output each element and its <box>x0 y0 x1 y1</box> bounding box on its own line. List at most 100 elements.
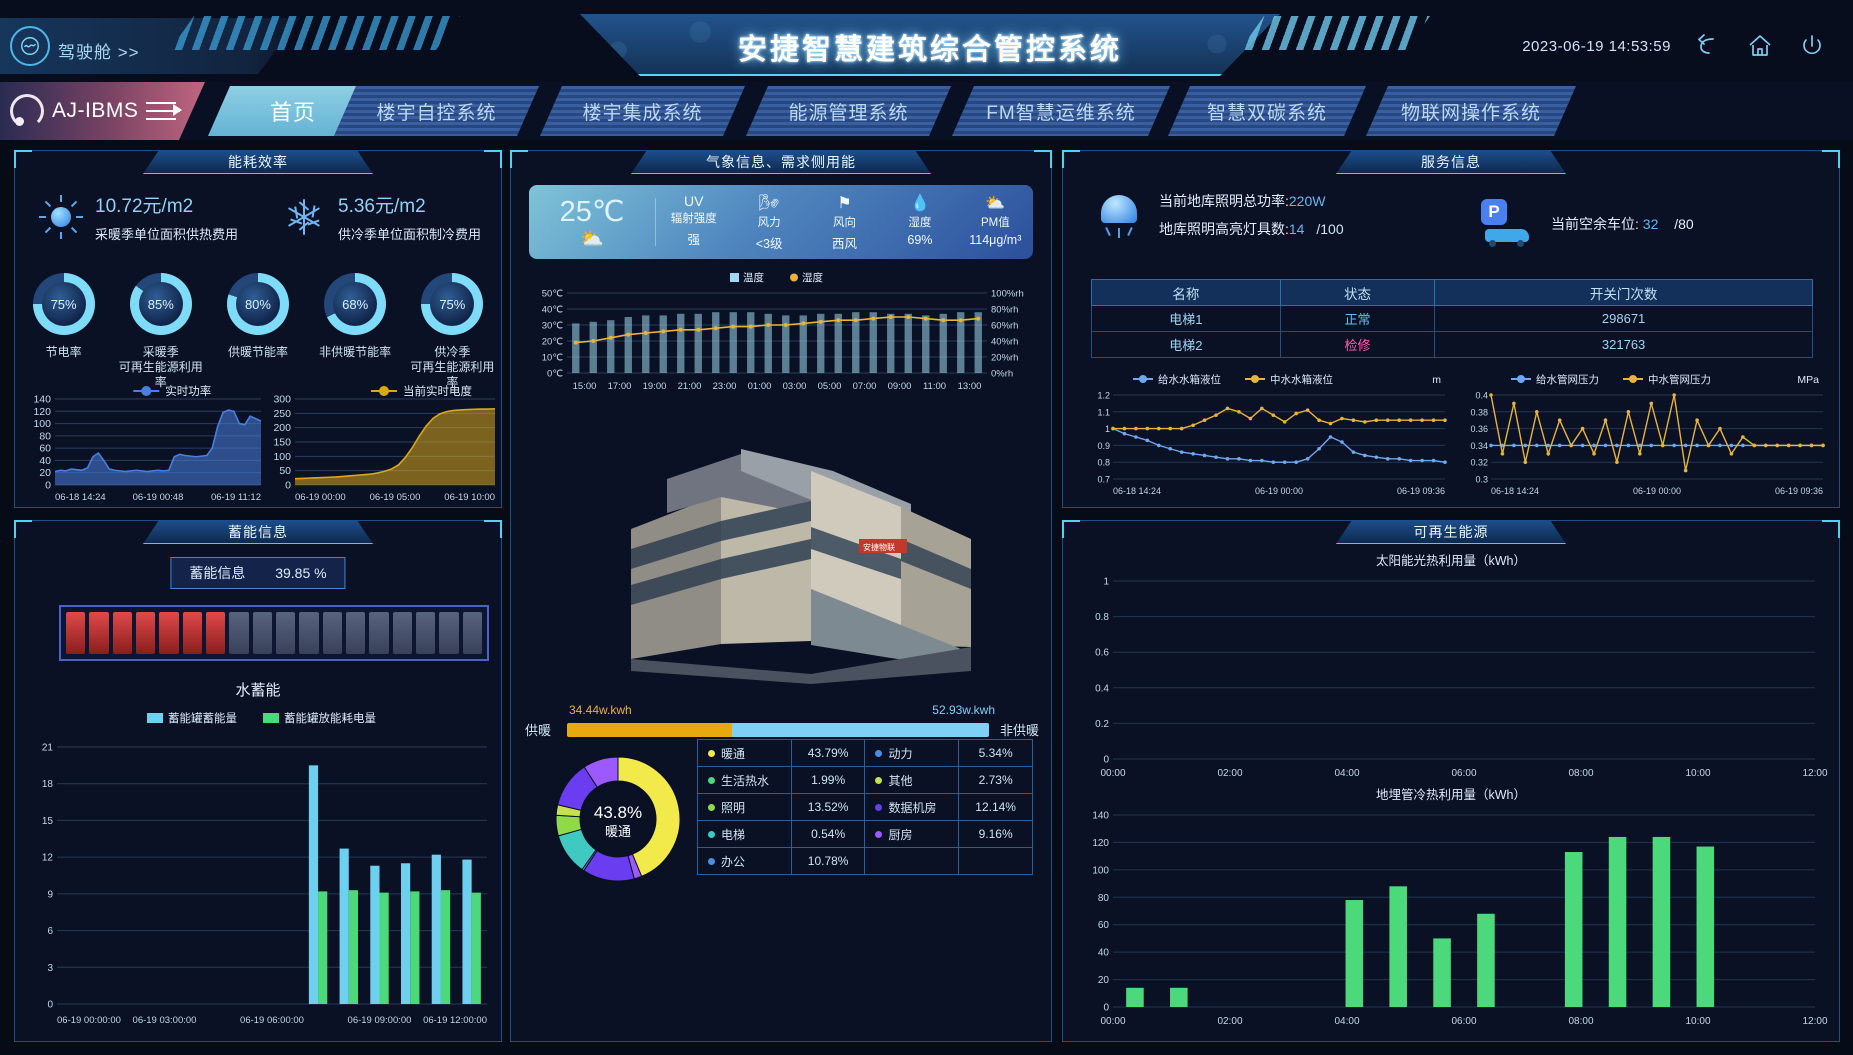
cockpit-link[interactable]: 驾驶舱 >> <box>58 43 140 62</box>
svg-text:50℃: 50℃ <box>542 289 564 300</box>
panel-title-renewable: 可再生能源 <box>1336 520 1566 544</box>
gauge-ring: 85% <box>129 273 192 335</box>
storage-cell <box>369 612 389 654</box>
top-bar: 驾驶舱 >> 安捷智慧建筑综合管控系统 2023-06-19 14:53:59 <box>0 0 1853 82</box>
svg-text:100%rh: 100%rh <box>991 289 1024 300</box>
energy-item-value: 13.52% <box>790 793 866 821</box>
flag-icon: ⚑ <box>837 194 852 212</box>
storage-cells <box>59 605 489 661</box>
storage-cell <box>322 612 342 654</box>
panel-title-weather: 气象信息、需求侧用能 <box>631 150 931 174</box>
cost-item-cooling: 5.36元/m2 供冷季单位面积制冷费用 <box>258 191 501 243</box>
svg-text:02:00: 02:00 <box>1217 1016 1242 1027</box>
svg-text:120: 120 <box>1092 838 1109 849</box>
tab-2[interactable]: 楼宇集成系统 <box>540 86 745 136</box>
svg-text:06-19 00:48: 06-19 00:48 <box>133 492 184 503</box>
gauge-value: 85% <box>138 282 183 326</box>
tab-6[interactable]: 物联网操作系统 <box>1366 86 1576 136</box>
svg-text:40℃: 40℃ <box>542 305 564 316</box>
chart-ground-source: 地埋管冷热利用量（kWh） 0 20 40 60 80 100 120 140 00:00 02:0… <box>1092 787 1828 1027</box>
home-icon[interactable] <box>1745 31 1775 61</box>
storage-cell <box>252 612 272 654</box>
power-icon[interactable] <box>1797 31 1827 61</box>
svg-text:温度: 温度 <box>743 271 764 284</box>
brand-name: AJ-IBMS <box>52 99 139 122</box>
energy-item-label: 生活热水 <box>697 766 792 794</box>
weather-temperature-block: 25℃ ⛅ <box>529 194 655 251</box>
svg-text:0.36: 0.36 <box>1470 424 1488 434</box>
lighting-count-total: /100 <box>1316 221 1344 237</box>
supply-bar-block: 34.44w.kwh 52.93w.kwh 供暖 非供暖 <box>525 703 1039 739</box>
parking-icon: P <box>1481 199 1537 249</box>
energy-item-value: 43.79% <box>790 739 866 767</box>
table-header: 状态 <box>1279 279 1436 306</box>
energy-composition-table: 暖通 43.79% 动力 5.34% 生活热水 1.99% 其他 2.73% 照明 13.52% 数… <box>697 739 1033 875</box>
svg-text:06-18 14:24: 06-18 14:24 <box>55 492 106 503</box>
gauge-3: 68% 非供暖节能率 <box>309 273 401 390</box>
svg-text:06-19 05:00: 06-19 05:00 <box>370 492 421 503</box>
energy-item-label: 厨房 <box>864 820 960 848</box>
pm-icon: ⛅ <box>985 194 1006 212</box>
energy-item-label: 办公 <box>697 847 792 875</box>
storage-cell <box>89 612 109 654</box>
chart-energy-composition: 43.8% 暖通 <box>555 756 681 882</box>
table-header-row: 名称 状态 开关门次数 <box>1091 279 1813 306</box>
svg-text:10:00: 10:00 <box>1685 768 1710 779</box>
energy-item-label: 暖通 <box>697 739 792 767</box>
svg-text:60: 60 <box>39 443 51 455</box>
tab-1[interactable]: 楼宇自控系统 <box>334 86 539 136</box>
svg-text:50: 50 <box>279 465 291 477</box>
storage-cell <box>159 612 179 654</box>
panel-weather-demand: 气象信息、需求侧用能 25℃ ⛅ UV 辐射强度强 🌬 风力 <3级 ⚑ 风向 西风 💧 湿度 69… <box>510 150 1052 1042</box>
svg-text:06:00: 06:00 <box>1451 1016 1476 1027</box>
elevator-name: 电梯1 <box>1091 305 1281 332</box>
parking-total: /80 <box>1674 216 1694 232</box>
svg-text:100: 100 <box>273 451 291 463</box>
svg-text:1.2: 1.2 <box>1097 391 1110 401</box>
gauge-value: 80% <box>235 282 280 326</box>
svg-text:120: 120 <box>33 406 51 418</box>
svg-text:09:00: 09:00 <box>888 381 912 392</box>
table-row[interactable]: 电梯1 正常 298671 <box>1091 305 1813 332</box>
weather-cell-name: 风向 <box>833 216 857 229</box>
svg-text:06-19 09:00:00: 06-19 09:00:00 <box>348 1015 412 1026</box>
back-icon[interactable] <box>1693 31 1723 61</box>
supply-progress-bar <box>567 722 989 737</box>
elevator-table: 名称 状态 开关门次数 电梯1 正常 298671 电梯2 检修 321763 <box>1091 279 1813 358</box>
tab-5[interactable]: 智慧双碳系统 <box>1168 86 1366 136</box>
svg-text:0.4: 0.4 <box>1475 391 1488 401</box>
svg-text:21:00: 21:00 <box>678 381 702 392</box>
svg-text:80%rh: 80%rh <box>991 305 1018 316</box>
svg-text:140: 140 <box>33 394 51 406</box>
weather-cell-name: 湿度 <box>908 216 932 229</box>
svg-text:100: 100 <box>1092 865 1109 876</box>
storage-cell <box>345 612 366 654</box>
table-row[interactable]: 电梯2 检修 321763 <box>1091 331 1813 358</box>
menu-arrow-icon[interactable] <box>146 100 182 122</box>
gauge-value: 75% <box>430 282 475 326</box>
svg-text:0: 0 <box>285 480 291 492</box>
snowflake-icon <box>282 195 326 239</box>
tab-3[interactable]: 能源管理系统 <box>746 86 951 136</box>
svg-text:0.32: 0.32 <box>1470 458 1488 468</box>
tab-4[interactable]: FM智慧运维系统 <box>952 86 1170 136</box>
energy-item-value: 12.14% <box>958 793 1033 821</box>
lighting-power-value: 220W <box>1288 193 1326 209</box>
svg-text:10:00: 10:00 <box>1685 1016 1710 1027</box>
weather-cell-name: PM值 <box>980 216 1010 229</box>
svg-text:湿度: 湿度 <box>802 271 823 284</box>
svg-text:20: 20 <box>1098 975 1110 986</box>
gauge-label: 供暖节能率 <box>227 345 288 359</box>
svg-text:20: 20 <box>39 467 51 479</box>
svg-text:蓄能罐放能耗电量: 蓄能罐放能耗电量 <box>284 711 376 725</box>
storage-cell <box>135 612 156 654</box>
svg-text:0℃: 0℃ <box>547 369 563 380</box>
svg-text:9: 9 <box>47 889 53 900</box>
svg-text:06-19 10:00: 06-19 10:00 <box>444 492 495 503</box>
gauge-label: 供冷季 可再生能源利用率 <box>410 345 495 389</box>
storage-cell <box>182 612 202 654</box>
chart-thermal-storage: 0 3 6 9 12 15 18 21 06-19 00:00:00 06-19 03:00:00… <box>42 711 487 1026</box>
svg-text:0.8: 0.8 <box>1097 458 1110 468</box>
storage-badge-label: 蓄能信息 <box>189 565 246 581</box>
